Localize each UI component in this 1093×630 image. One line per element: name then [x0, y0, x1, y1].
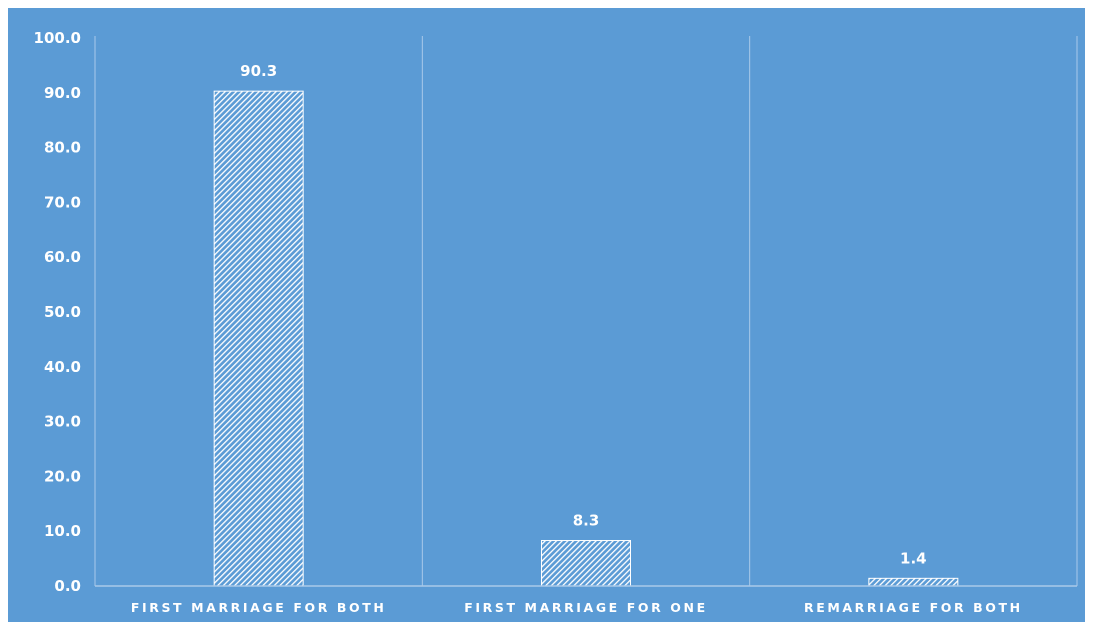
x-category-label: FIRST MARRIAGE FOR BOTH	[131, 600, 387, 615]
bar	[541, 540, 631, 587]
y-tick-label: 50.0	[44, 303, 81, 321]
x-axis: FIRST MARRIAGE FOR BOTH FIRST MARRIAGE FO…	[95, 585, 1077, 615]
chart-area: 0.0 10.0 20.0 30.0 40.0 50.0 60.0 70.0 80.0 90.0 1…	[8, 8, 1085, 622]
y-tick-label: 90.0	[44, 84, 81, 102]
category-separators	[94, 36, 1078, 586]
y-tick-label: 80.0	[44, 139, 81, 157]
bar	[213, 90, 304, 587]
bar-chart: 0.0 10.0 20.0 30.0 40.0 50.0 60.0 70.0 80.0 90.0 1…	[34, 29, 1078, 615]
y-tick-label: 60.0	[44, 248, 81, 266]
y-tick-label: 40.0	[44, 358, 81, 376]
data-labels: 90.3 8.3 1.4	[240, 62, 926, 567]
y-tick-label: 10.0	[44, 522, 81, 540]
y-tick-label: 70.0	[44, 193, 81, 211]
data-label: 1.4	[900, 549, 927, 567]
bar	[868, 577, 959, 587]
data-label: 90.3	[240, 62, 277, 80]
y-tick-label: 20.0	[44, 467, 81, 485]
y-tick-label: 0.0	[54, 577, 81, 595]
x-category-label: FIRST MARRIAGE FOR ONE	[464, 600, 708, 615]
y-axis: 0.0 10.0 20.0 30.0 40.0 50.0 60.0 70.0 80.0 90.0 1…	[34, 29, 81, 595]
y-tick-label: 30.0	[44, 413, 81, 431]
y-tick-label: 100.0	[34, 29, 81, 47]
data-label: 8.3	[573, 512, 600, 530]
x-category-label: REMARRIAGE FOR BOTH	[804, 600, 1023, 615]
